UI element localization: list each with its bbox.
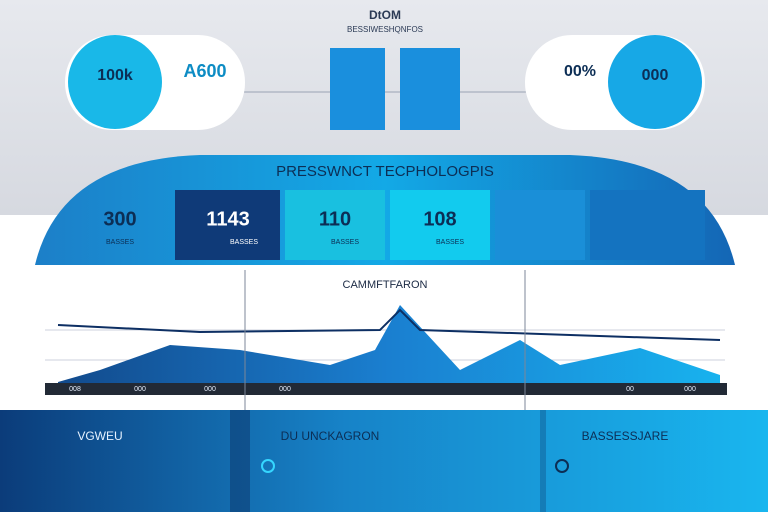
chart-title: CAMMFTFARON bbox=[343, 279, 428, 291]
panel-caption: BASSES bbox=[436, 239, 464, 246]
footer-title: DU UNCKAGRON bbox=[281, 429, 380, 443]
divider bbox=[540, 410, 546, 512]
panel-caption: BASSES bbox=[230, 239, 258, 246]
area bbox=[58, 305, 720, 385]
footer-title: VGWEU bbox=[77, 429, 122, 443]
panel-caption: BASSES bbox=[331, 239, 359, 246]
axis-label: 008 bbox=[69, 386, 81, 393]
bubble-value: A600 bbox=[183, 61, 226, 81]
panel-value: 1143 bbox=[206, 208, 249, 230]
axis-label: 000 bbox=[204, 386, 216, 393]
panel bbox=[590, 190, 705, 260]
panel bbox=[390, 190, 490, 260]
banner-title: PRESSWNCT TECPHOLOGPIS bbox=[276, 163, 494, 180]
panel-caption: BASSES bbox=[106, 239, 134, 246]
header-subtitle: BESSIWESHQNFOS bbox=[347, 25, 423, 34]
panel-value: 108 bbox=[423, 208, 456, 230]
footer-title: BASSESSJARE bbox=[582, 429, 669, 443]
panel-value: 110 bbox=[319, 208, 351, 230]
panel-value: 300 bbox=[103, 208, 136, 230]
axis-label: 000 bbox=[684, 386, 696, 393]
divider bbox=[230, 410, 250, 512]
bullet bbox=[555, 459, 569, 473]
bullet bbox=[261, 459, 275, 473]
footer bbox=[0, 410, 768, 512]
icon-box bbox=[400, 48, 460, 130]
panel bbox=[175, 190, 280, 260]
axis-label: 000 bbox=[134, 386, 146, 393]
axis-bar bbox=[45, 383, 727, 395]
bubble-circle bbox=[68, 35, 162, 129]
axis-label: 00 bbox=[626, 386, 634, 393]
bubble-value: 00% bbox=[564, 63, 596, 80]
panel bbox=[285, 190, 385, 260]
line bbox=[57, 308, 721, 341]
header-title: DtOM bbox=[369, 8, 401, 22]
icon-box bbox=[330, 48, 385, 130]
bubble-circle bbox=[608, 35, 702, 129]
bubble-value: 000 bbox=[642, 67, 669, 84]
bubble-value: 100k bbox=[97, 67, 133, 84]
panel bbox=[495, 190, 585, 260]
axis-label: 000 bbox=[279, 386, 291, 393]
